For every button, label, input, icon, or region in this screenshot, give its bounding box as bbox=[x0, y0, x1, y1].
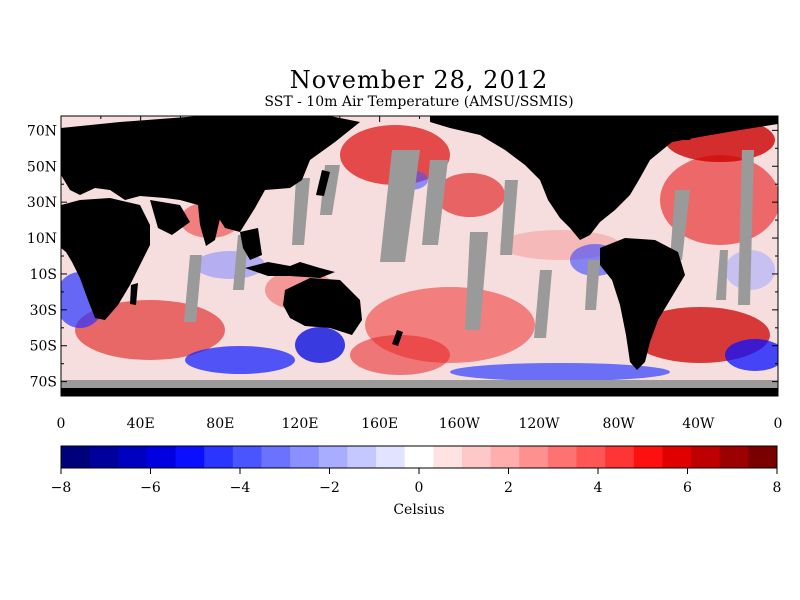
colorbar-swatch bbox=[318, 446, 348, 468]
lon-tick-label: 0 bbox=[57, 416, 66, 432]
colorbar-swatch bbox=[204, 446, 234, 468]
lon-tick-label: 40E bbox=[127, 416, 155, 432]
lat-tick-label: 70N bbox=[27, 123, 57, 139]
colorbar-swatch bbox=[433, 446, 463, 468]
lon-tick-label: 120W bbox=[518, 416, 560, 432]
lat-tick-label: 70S bbox=[30, 375, 57, 391]
colorbar-swatch bbox=[662, 446, 692, 468]
colorbar-swatch bbox=[347, 446, 377, 468]
colorbar-tick-label: 6 bbox=[683, 480, 692, 496]
colorbar-tick-label: −4 bbox=[230, 480, 251, 496]
lon-tick-label: 120E bbox=[282, 416, 319, 432]
colorbar-swatch bbox=[605, 446, 635, 468]
lon-tick-label: 0 bbox=[774, 416, 783, 432]
lat-tick-label: 10S bbox=[30, 267, 57, 283]
colorbar-swatch bbox=[748, 446, 778, 468]
continents bbox=[61, 116, 778, 396]
colorbar-swatch bbox=[719, 446, 749, 468]
colorbar-swatch bbox=[118, 446, 148, 468]
colorbar-tick-label: −6 bbox=[140, 480, 161, 496]
lat-tick-label: 50N bbox=[27, 159, 57, 175]
colorbar-swatch bbox=[404, 446, 434, 468]
colorbar-swatch bbox=[261, 446, 291, 468]
colorbar-tick-label: 4 bbox=[594, 480, 603, 496]
colorbar-swatch bbox=[61, 446, 91, 468]
colorbar-tick-label: 0 bbox=[415, 480, 424, 496]
colorbar-tick-label: −2 bbox=[319, 480, 340, 496]
map-subtitle: SST - 10m Air Temperature (AMSU/SSMIS) bbox=[264, 94, 574, 110]
colorbar-swatch bbox=[376, 446, 406, 468]
colorbar-swatch bbox=[547, 446, 578, 468]
lon-tick-label: 160W bbox=[439, 416, 481, 432]
colorbar-swatch bbox=[461, 446, 492, 468]
lon-tick-label: 80W bbox=[603, 416, 636, 432]
map-title: November 28, 2012 bbox=[289, 66, 549, 94]
colorbar-swatch bbox=[232, 446, 262, 468]
lon-tick-label: 40W bbox=[682, 416, 715, 432]
colorbar-swatch bbox=[691, 446, 721, 468]
colorbar-swatch bbox=[519, 446, 549, 468]
colorbar-swatch bbox=[146, 446, 177, 468]
colorbar-swatch bbox=[490, 446, 520, 468]
colorbar-tick-label: 8 bbox=[773, 480, 782, 496]
lat-tick-label: 10N bbox=[27, 231, 57, 247]
lon-tick-label: 80E bbox=[206, 416, 234, 432]
colorbar-tick-label: −8 bbox=[51, 480, 72, 496]
colorbar-unit-label: Celsius bbox=[393, 502, 445, 518]
lat-tick-label: 30S bbox=[30, 303, 57, 319]
map-field bbox=[61, 116, 778, 396]
colorbar-tick-label: 2 bbox=[504, 480, 513, 496]
colorbar: −8 −6 −4 −2 0 2 4 6 8 bbox=[51, 445, 782, 496]
colorbar-swatch bbox=[89, 446, 119, 468]
colorbar-swatch bbox=[576, 446, 606, 468]
colorbar-swatch bbox=[175, 446, 205, 468]
lat-tick-label: 30N bbox=[27, 195, 57, 211]
colorbar-swatch bbox=[633, 446, 663, 468]
map-axis-ticks: 70N 50N 30N 10N 10S 30S 50S 70S 0 40E 80E 120E 160E 1… bbox=[27, 116, 783, 432]
colorbar-swatch bbox=[290, 446, 320, 468]
lat-tick-label: 50S bbox=[30, 339, 57, 355]
lon-tick-label: 160E bbox=[361, 416, 398, 432]
